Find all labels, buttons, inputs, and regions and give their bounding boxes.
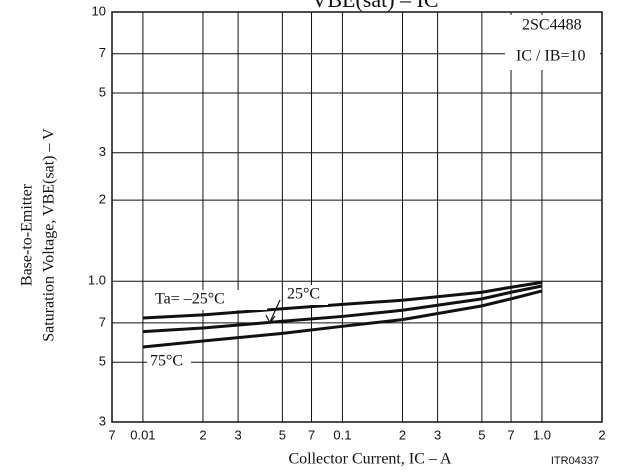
x-tick-label: 2 [199,427,206,442]
y-tick-label: 3 [99,413,106,428]
x-tick-label: 3 [434,427,441,442]
line [142,280,543,320]
x-tick-label: 1.0 [533,427,551,442]
label-bg [147,352,191,372]
x-axis-label: Collector Current, IC – A [288,451,452,468]
x-tick-label: 0.1 [333,427,351,442]
plot-frame [111,11,603,423]
y-tick-label: 5 [99,84,106,99]
y-tick-label: 7 [99,45,106,60]
x-tick-label: 5 [478,427,485,442]
y-axis-label: Base-to-Emitter [19,183,36,286]
x-tick-label: 2 [399,427,406,442]
x-tick-label: 5 [279,427,286,442]
label-bg [152,290,267,310]
y-axis-label: Saturation Voltage, VBE(sat) – V [41,128,58,342]
x-tick-label: 7 [108,427,115,442]
label-bg [284,285,328,305]
chart-title: VBE(sat) – IC [311,0,438,12]
line [142,289,543,349]
plot-area [112,12,602,422]
annotation: ITR04337 [551,455,599,467]
y-tick-label: 7 [99,314,106,329]
y-tick-label: 3 [99,144,106,159]
x-tick-label: 7 [308,427,315,442]
y-tick-label: 5 [99,354,106,369]
series-label: 25°C [287,286,320,303]
y-tick-label: 2 [99,192,106,207]
x-tick-label: 2 [598,427,605,442]
series-label: Ta= –25°C [155,291,225,308]
x-tick-label: 7 [507,427,514,442]
series-label: 75°C [150,353,183,370]
y-tick-label: 10 [92,3,106,18]
line [142,284,543,334]
annotation: IC / IB=10 [516,48,585,65]
annotation: 2SC4488 [522,17,582,34]
x-tick-label: 0.01 [130,427,155,442]
y-tick-label: 1.0 [88,273,106,288]
info-box [505,15,600,70]
x-tick-label: 3 [234,427,241,442]
